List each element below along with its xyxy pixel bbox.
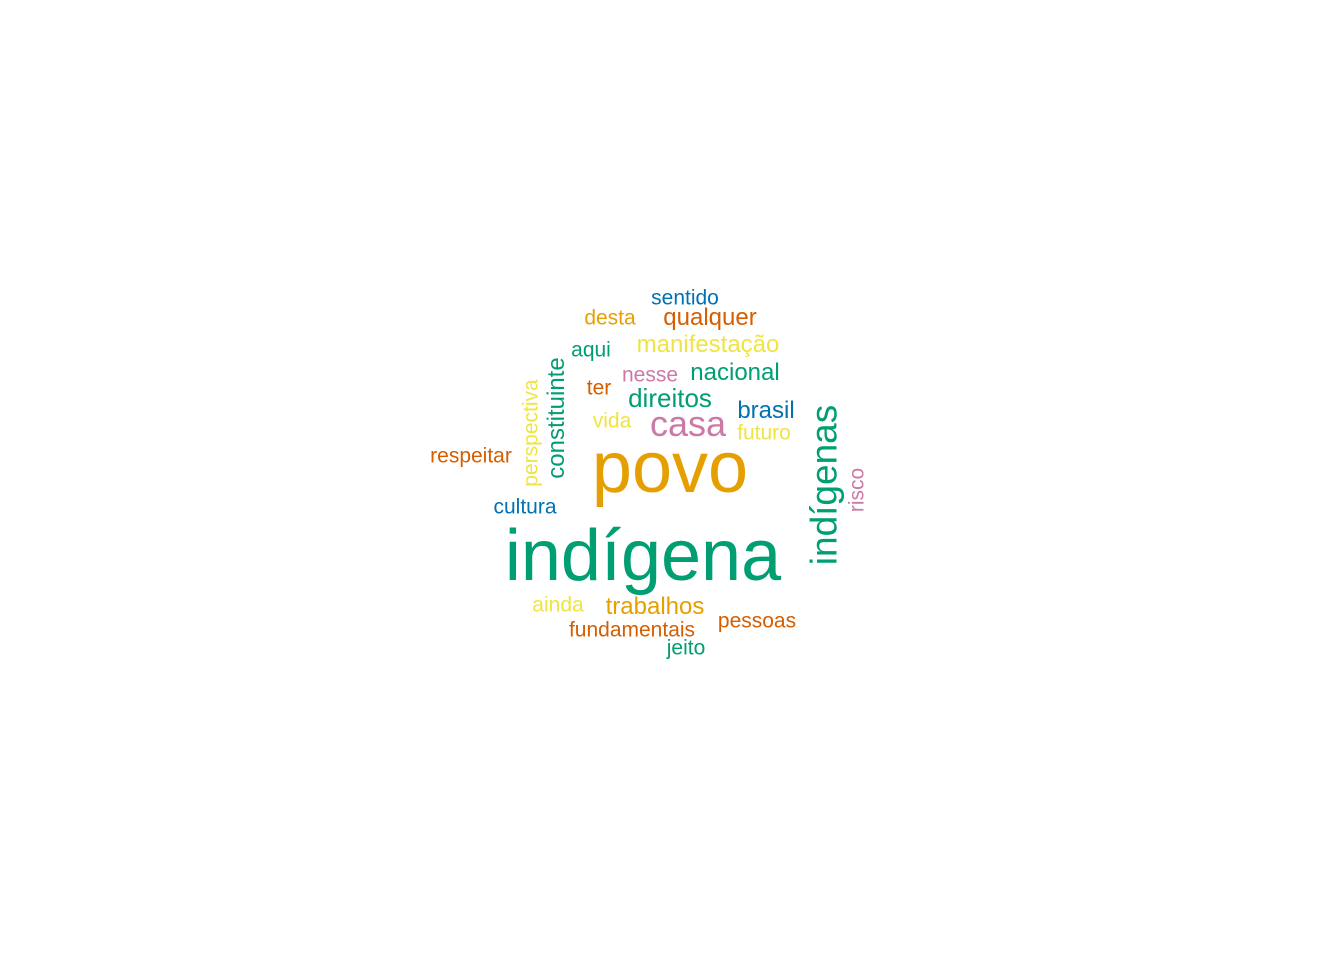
word-sentido: sentido [651, 286, 719, 310]
word-brasil: brasil [737, 397, 795, 424]
word-desta: desta [584, 306, 636, 330]
word-jeito: jeito [666, 636, 706, 660]
word-aqui: aqui [571, 338, 611, 362]
word-vida: vida [592, 409, 632, 433]
word-indigenas: indígenas [803, 404, 845, 566]
word-futuro: futuro [737, 421, 791, 445]
word-cultura: cultura [493, 495, 557, 519]
word-povo: povo [591, 428, 749, 508]
word-direitos: direitos [628, 383, 712, 413]
word-casa: casa [649, 403, 727, 444]
word-trabalhos: trabalhos [605, 593, 705, 620]
word-manifestacao: manifestação [636, 331, 780, 358]
word-risco: risco [845, 467, 869, 513]
word-nesse: nesse [621, 363, 679, 387]
word-perspectiva: perspectiva [519, 379, 543, 487]
word-ter: ter [586, 376, 612, 400]
word-ainda: ainda [532, 593, 584, 617]
word-pessoas: pessoas [717, 609, 797, 633]
word-qualquer: qualquer [663, 304, 757, 331]
word-indigena: indígena [504, 516, 782, 596]
word-nacional: nacional [690, 359, 780, 386]
word-respeitar: respeitar [430, 444, 512, 468]
word-constituinte: constituinte [543, 357, 570, 479]
word-fundamentais: fundamentais [568, 618, 696, 642]
